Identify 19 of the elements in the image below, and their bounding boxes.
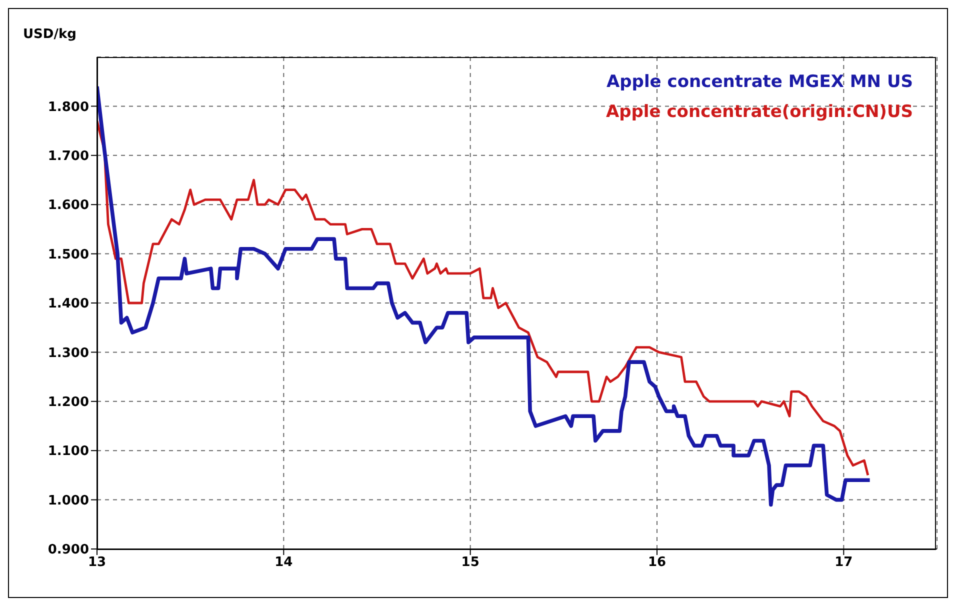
text: Apple concentrate MGEX MN US: [605, 71, 913, 94]
x-tick-label: 13: [88, 555, 106, 570]
y-tick-label: 1.400: [48, 296, 89, 312]
y-axis-title: USD/kg: [23, 27, 76, 42]
y-tick-label: 1.800: [48, 100, 89, 115]
x-tick-label: 15: [461, 555, 480, 570]
y-tick-label: 1.700: [48, 149, 89, 164]
y-tick-label: 1.100: [48, 444, 89, 460]
text: Apple concentrate(origin:CN)US: [604, 101, 913, 124]
y-tick-label: 1.600: [48, 198, 89, 214]
x-tick-label: 16: [648, 555, 666, 570]
line-series: [97, 120, 870, 476]
y-tick-label: 1.200: [48, 395, 89, 410]
x-tick-label: 17: [834, 555, 853, 570]
y-tick-label: 1.300: [48, 346, 89, 361]
y-tick-label: 1.000: [48, 493, 89, 508]
x-tick-label: 14: [274, 555, 293, 570]
y-tick-label: 1.500: [48, 247, 89, 262]
y-tick-label: 0.900: [48, 542, 89, 558]
